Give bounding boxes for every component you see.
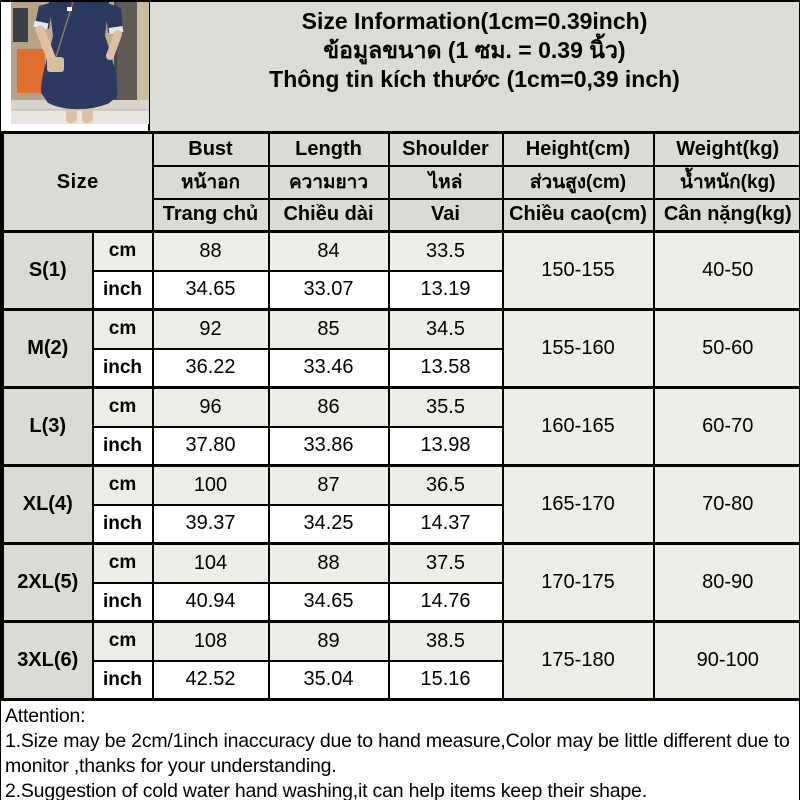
corner-size-header: Size (1, 131, 154, 233)
value-cell: 14.37 (387, 504, 504, 545)
col-header-length-vi: Chiều dài (267, 197, 390, 233)
value-cell: 42.52 (151, 660, 270, 701)
value-cell: 86 (267, 386, 390, 428)
header-banner: Size Information(1cm=0.39inch) ข้อมูลขนา… (1, 2, 799, 131)
value-cell: 33.46 (267, 348, 390, 389)
size-chart-table: Size Bust Length Shoulder Height(cm) Wei… (1, 131, 799, 701)
value-cell: 33.5 (387, 230, 504, 272)
value-cell: 36.22 (151, 348, 270, 389)
value-cell: 92 (151, 308, 270, 350)
value-cell: 108 (151, 620, 270, 662)
unit-inch: inch (91, 270, 154, 311)
value-cell: 34.25 (267, 504, 390, 545)
col-header-height-en: Height(cm) (501, 131, 655, 167)
value-cell: 35.5 (387, 386, 504, 428)
value-cell: 13.19 (387, 270, 504, 311)
weight-range: 80-90 (652, 542, 799, 623)
col-header-shoulder-en: Shoulder (387, 131, 504, 167)
unit-inch: inch (91, 504, 154, 545)
col-header-shoulder-vi: Vai (387, 197, 504, 233)
size-label-l: L(3) (1, 386, 94, 467)
col-header-weight-en: Weight(kg) (652, 131, 799, 167)
height-range: 150-155 (501, 230, 655, 311)
col-header-bust-en: Bust (151, 131, 270, 167)
col-header-length-en: Length (267, 131, 390, 167)
value-cell: 38.5 (387, 620, 504, 662)
unit-inch: inch (91, 660, 154, 701)
col-header-height-vi: Chiều cao(cm) (501, 197, 655, 233)
attention-item-1: 1.Size may be 2cm/1inch inaccuracy due t… (5, 730, 790, 777)
value-cell: 84 (267, 230, 390, 272)
unit-cm: cm (91, 308, 154, 350)
value-cell: 40.94 (151, 582, 270, 623)
col-header-length-th: ความยาว (267, 164, 390, 200)
col-header-weight-vi: Cân nặng(kg) (652, 197, 799, 233)
value-cell: 35.04 (267, 660, 390, 701)
value-cell: 88 (267, 542, 390, 584)
value-cell: 14.76 (387, 582, 504, 623)
unit-inch: inch (91, 348, 154, 389)
title-english: Size Information(1cm=0.39inch) (301, 8, 648, 34)
value-cell: 13.58 (387, 348, 504, 389)
attention-label: Attention: (5, 705, 86, 727)
unit-inch: inch (91, 426, 154, 467)
value-cell: 100 (151, 464, 270, 506)
size-label-m: M(2) (1, 308, 94, 389)
dress-photo-illustration (11, 2, 149, 124)
value-cell: 34.65 (267, 582, 390, 623)
title-thai: ข้อมูลขนาด (1 ซม. = 0.39 นิ้ว) (323, 37, 626, 63)
value-cell: 96 (151, 386, 270, 428)
col-header-bust-th: หน้าอก (151, 164, 270, 200)
value-cell: 34.65 (151, 270, 270, 311)
value-cell: 88 (151, 230, 270, 272)
size-label-xl: XL(4) (1, 464, 94, 545)
unit-cm: cm (91, 230, 154, 272)
height-range: 160-165 (501, 386, 655, 467)
weight-range: 40-50 (652, 230, 799, 311)
unit-cm: cm (91, 464, 154, 506)
unit-cm: cm (91, 542, 154, 584)
value-cell: 13.98 (387, 426, 504, 467)
attention-section: Attention: 1.Size may be 2cm/1inch inacc… (1, 701, 799, 800)
col-header-height-th: ส่วนสูง(cm) (501, 164, 655, 200)
value-cell: 104 (151, 542, 270, 584)
value-cell: 33.07 (267, 270, 390, 311)
product-photo (1, 2, 150, 131)
unit-cm: cm (91, 386, 154, 428)
weight-range: 90-100 (652, 620, 799, 701)
unit-cm: cm (91, 620, 154, 662)
weight-range: 50-60 (652, 308, 799, 389)
value-cell: 37.80 (151, 426, 270, 467)
weight-range: 60-70 (652, 386, 799, 467)
value-cell: 34.5 (387, 308, 504, 350)
value-cell: 15.16 (387, 660, 504, 701)
value-cell: 89 (267, 620, 390, 662)
unit-inch: inch (91, 582, 154, 623)
title-block: Size Information(1cm=0.39inch) ข้อมูลขนา… (150, 2, 799, 131)
value-cell: 87 (267, 464, 390, 506)
value-cell: 39.37 (151, 504, 270, 545)
col-header-weight-th: น้ำหนัก(kg) (652, 164, 799, 200)
weight-range: 70-80 (652, 464, 799, 545)
height-range: 175-180 (501, 620, 655, 701)
value-cell: 33.86 (267, 426, 390, 467)
size-label-3xl: 3XL(6) (1, 620, 94, 701)
size-label-s: S(1) (1, 230, 94, 311)
value-cell: 37.5 (387, 542, 504, 584)
size-label-2xl: 2XL(5) (1, 542, 94, 623)
height-range: 155-160 (501, 308, 655, 389)
col-header-shoulder-th: ไหล่ (387, 164, 504, 200)
height-range: 170-175 (501, 542, 655, 623)
col-header-bust-vi: Trang chủ (151, 197, 270, 233)
height-range: 165-170 (501, 464, 655, 545)
attention-item-2: 2.Suggestion of cold water hand washing,… (5, 780, 647, 800)
value-cell: 85 (267, 308, 390, 350)
title-vietnamese: Thông tin kích thước (1cm=0,39 inch) (269, 66, 680, 92)
value-cell: 36.5 (387, 464, 504, 506)
